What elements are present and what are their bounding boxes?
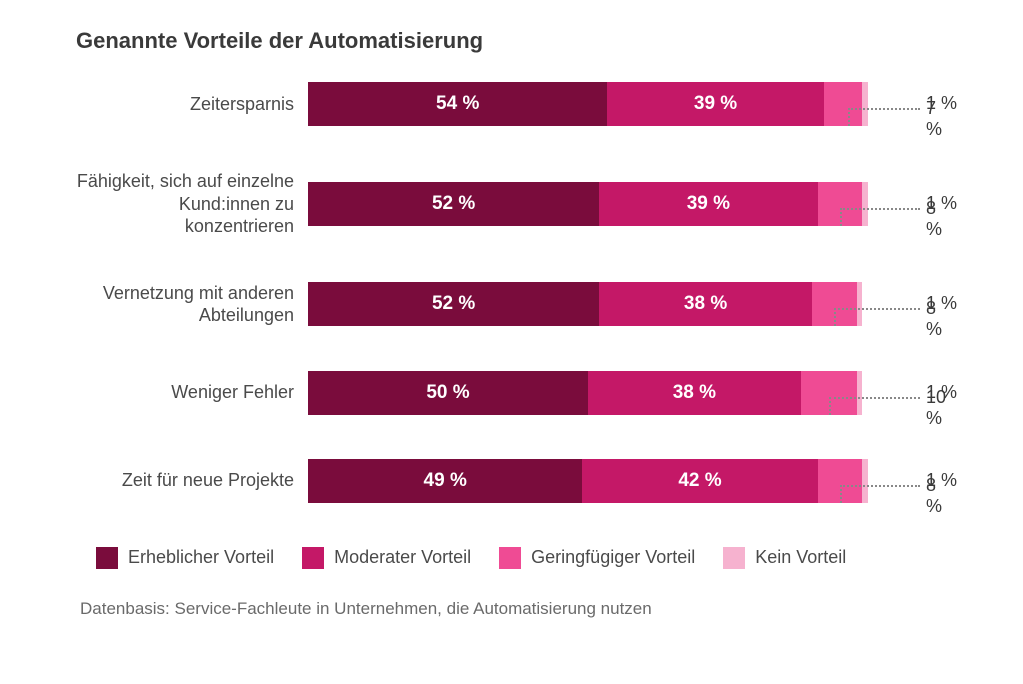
callout-kein: 1 % [926, 93, 957, 114]
bar-segment-erheblich: 54 % [308, 82, 607, 126]
chart-footnote: Datenbasis: Service-Fachleute in Unterne… [80, 599, 999, 619]
legend-item-erheblich: Erheblicher Vorteil [96, 547, 274, 569]
row-label: Fähigkeit, sich auf einzelne Kund:innen … [76, 170, 308, 238]
chart-rows: Zeitersparnis54 %39 %7 % 1 % Fähigkeit, si… [24, 82, 999, 503]
bar-wrap: 49 %42 %8 % [308, 459, 868, 503]
row-label: Vernetzung mit anderen Abteilungen [76, 282, 308, 327]
bar-wrap: 54 %39 %7 % [308, 82, 868, 126]
chart-row: Vernetzung mit anderen Abteilungen52 %38… [76, 282, 999, 327]
bar-wrap: 50 %38 %10 % [308, 371, 868, 415]
chart-row: Zeitersparnis54 %39 %7 % 1 % [76, 82, 999, 126]
bar-segment-moderat: 42 % [582, 459, 817, 503]
callout-kein: 1 % [926, 193, 957, 214]
bar-segment-kein [857, 371, 863, 415]
side-callouts: 1 % [868, 282, 999, 326]
legend-item-gering: Geringfügiger Vorteil [499, 547, 695, 569]
bar-segment-erheblich: 52 % [308, 182, 599, 226]
bar-segment-erheblich: 49 % [308, 459, 582, 503]
bar-segment-kein [857, 282, 863, 326]
bar-wrap: 52 %38 %8 % [308, 282, 868, 326]
stacked-bar: 49 %42 % [308, 459, 868, 503]
row-label: Zeit für neue Projekte [76, 469, 308, 492]
legend-swatch [96, 547, 118, 569]
legend-swatch [499, 547, 521, 569]
bar-segment-erheblich: 50 % [308, 371, 588, 415]
bar-segment-moderat: 38 % [588, 371, 801, 415]
chart-row: Fähigkeit, sich auf einzelne Kund:innen … [76, 170, 999, 238]
side-callouts: 1 % [868, 182, 999, 226]
chart-row: Zeit für neue Projekte49 %42 %8 % 1 % [76, 459, 999, 503]
legend-label: Moderater Vorteil [334, 547, 471, 568]
legend-label: Erheblicher Vorteil [128, 547, 274, 568]
legend: Erheblicher Vorteil Moderater Vorteil Geri… [96, 547, 999, 569]
stacked-bar: 50 %38 % [308, 371, 868, 415]
bar-segment-moderat: 39 % [599, 182, 817, 226]
legend-swatch [302, 547, 324, 569]
side-callouts: 1 % [868, 82, 999, 126]
stacked-bar: 54 %39 % [308, 82, 868, 126]
row-label: Weniger Fehler [76, 381, 308, 404]
bar-segment-gering [824, 82, 863, 126]
legend-label: Kein Vorteil [755, 547, 846, 568]
row-label: Zeitersparnis [76, 93, 308, 116]
stacked-bar: 52 %39 % [308, 182, 868, 226]
legend-item-moderat: Moderater Vorteil [302, 547, 471, 569]
side-callouts: 1 % [868, 459, 999, 503]
legend-swatch [723, 547, 745, 569]
stacked-bar: 52 %38 % [308, 282, 868, 326]
legend-label: Geringfügiger Vorteil [531, 547, 695, 568]
chart-row: Weniger Fehler50 %38 %10 % 1 % [76, 371, 999, 415]
side-callouts: 1 % [868, 371, 999, 415]
bar-segment-moderat: 39 % [607, 82, 823, 126]
bar-wrap: 52 %39 %8 % [308, 182, 868, 226]
bar-segment-erheblich: 52 % [308, 282, 599, 326]
legend-item-kein: Kein Vorteil [723, 547, 846, 569]
callout-kein: 1 % [926, 293, 957, 314]
callout-kein: 1 % [926, 382, 957, 403]
bar-segment-moderat: 38 % [599, 282, 812, 326]
chart-title: Genannte Vorteile der Automatisierung [76, 28, 999, 54]
callout-kein: 1 % [926, 470, 957, 491]
